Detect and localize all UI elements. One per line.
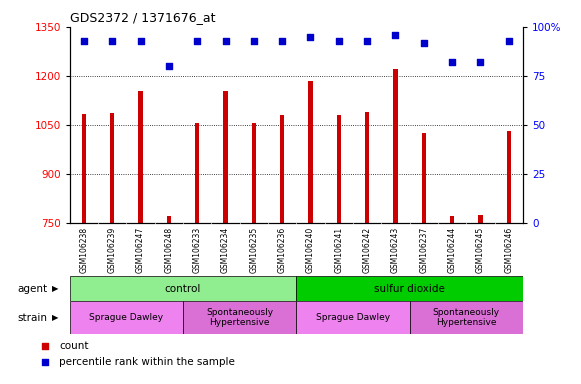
- Bar: [507, 131, 511, 223]
- Text: GSM106246: GSM106246: [504, 227, 513, 273]
- Text: GSM106247: GSM106247: [136, 227, 145, 273]
- Bar: [365, 112, 370, 223]
- Bar: [70, 276, 296, 301]
- Text: Sprague Dawley: Sprague Dawley: [316, 313, 390, 322]
- Bar: [280, 115, 284, 223]
- Bar: [450, 216, 454, 223]
- Point: [277, 295, 286, 301]
- Point: [476, 59, 485, 65]
- Text: control: control: [165, 284, 201, 294]
- Text: agent: agent: [17, 284, 48, 294]
- Point: [504, 38, 514, 44]
- Bar: [167, 216, 171, 223]
- Point: [107, 38, 117, 44]
- Text: GSM106239: GSM106239: [107, 227, 117, 273]
- Bar: [110, 113, 114, 223]
- Text: Sprague Dawley: Sprague Dawley: [89, 313, 163, 322]
- Bar: [296, 301, 410, 334]
- Text: strain: strain: [17, 313, 48, 323]
- Text: GSM106235: GSM106235: [249, 227, 259, 273]
- Text: GSM106245: GSM106245: [476, 227, 485, 273]
- Bar: [422, 133, 426, 223]
- Bar: [309, 81, 313, 223]
- Text: GSM106240: GSM106240: [306, 227, 315, 273]
- Point: [164, 63, 174, 69]
- Text: count: count: [59, 341, 88, 351]
- Point: [249, 38, 259, 44]
- Text: GSM106233: GSM106233: [193, 227, 202, 273]
- Text: Spontaneously
Hypertensive: Spontaneously Hypertensive: [433, 308, 500, 328]
- Text: GSM106237: GSM106237: [419, 227, 428, 273]
- Point: [79, 38, 88, 44]
- Text: sulfur dioxide: sulfur dioxide: [374, 284, 445, 294]
- Text: percentile rank within the sample: percentile rank within the sample: [59, 358, 235, 367]
- Point: [334, 38, 343, 44]
- Text: GSM106248: GSM106248: [164, 227, 173, 273]
- Bar: [138, 91, 143, 223]
- Bar: [183, 301, 296, 334]
- Text: GDS2372 / 1371676_at: GDS2372 / 1371676_at: [70, 11, 215, 24]
- Text: GSM106244: GSM106244: [447, 227, 457, 273]
- Text: GSM106234: GSM106234: [221, 227, 230, 273]
- Text: GSM106242: GSM106242: [363, 227, 372, 273]
- Point: [419, 40, 428, 46]
- Point: [136, 38, 145, 44]
- Point: [447, 59, 457, 65]
- Point: [306, 34, 315, 40]
- Text: GSM106243: GSM106243: [391, 227, 400, 273]
- Bar: [82, 114, 86, 223]
- Bar: [223, 91, 228, 223]
- Text: GSM106236: GSM106236: [278, 227, 286, 273]
- Bar: [195, 123, 199, 223]
- Text: GSM106238: GSM106238: [80, 227, 88, 273]
- Text: ▶: ▶: [52, 313, 59, 322]
- Bar: [252, 123, 256, 223]
- Point: [192, 38, 202, 44]
- Point: [391, 31, 400, 38]
- Point: [363, 38, 372, 44]
- Bar: [336, 115, 341, 223]
- Bar: [410, 301, 523, 334]
- Bar: [478, 215, 483, 223]
- Bar: [70, 301, 183, 334]
- Point: [278, 38, 287, 44]
- Text: GSM106241: GSM106241: [334, 227, 343, 273]
- Bar: [393, 70, 397, 223]
- Bar: [296, 276, 523, 301]
- Point: [277, 141, 286, 147]
- Text: Spontaneously
Hypertensive: Spontaneously Hypertensive: [206, 308, 273, 328]
- Text: ▶: ▶: [52, 285, 59, 293]
- Point: [221, 38, 230, 44]
